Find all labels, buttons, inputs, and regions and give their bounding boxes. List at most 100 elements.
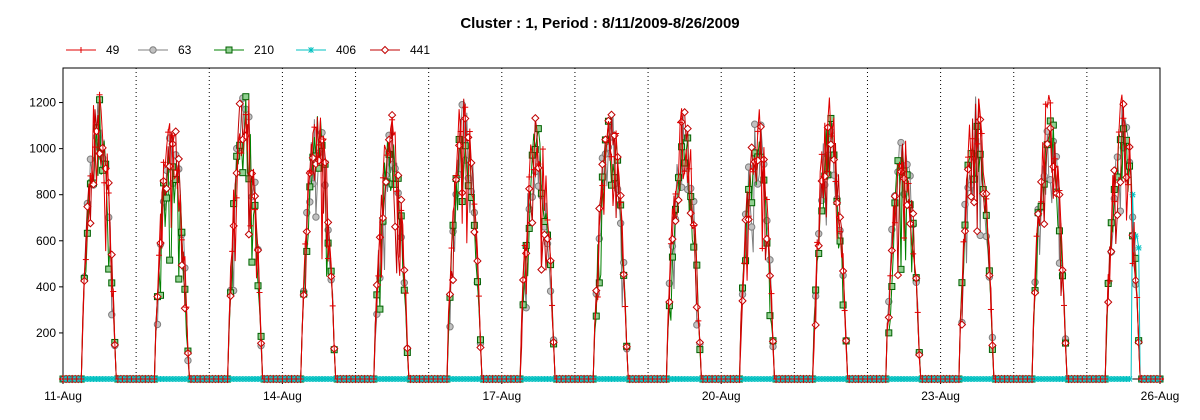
marker-circle [747, 223, 756, 231]
marker-diamond [171, 127, 180, 136]
marker-diamond [692, 303, 702, 312]
marker-plus [229, 248, 236, 255]
marker-square [815, 249, 823, 257]
marker-plus [242, 111, 249, 118]
marker-plus [530, 166, 537, 173]
marker-plus [549, 302, 556, 309]
y-tick-label: 400 [36, 280, 56, 294]
marker-plus [238, 150, 245, 157]
marker-circle [149, 46, 157, 54]
series-markers-406 [60, 191, 1163, 382]
marker-diamond [381, 177, 391, 187]
marker-plus [87, 172, 94, 179]
chart-title: Cluster : 1, Period : 8/11/2009-8/26/200… [460, 15, 739, 32]
marker-square [236, 141, 244, 149]
marker-square [175, 275, 183, 283]
marker-square [531, 146, 539, 154]
marker-plus [457, 128, 464, 135]
marker-plus [169, 132, 176, 139]
marker-plus [1033, 233, 1040, 240]
marker-plus [1157, 376, 1163, 382]
y-tick-label: 1200 [29, 96, 56, 110]
marker-diamond [985, 271, 994, 280]
legend: 49 63 210 406 441 [66, 43, 430, 57]
marker-square [818, 207, 826, 215]
marker-plus [974, 140, 981, 147]
marker-diamond [244, 230, 254, 239]
marker-plus [983, 195, 990, 202]
marker-plus [1115, 129, 1122, 136]
marker-plus [105, 190, 112, 197]
marker-circle [754, 180, 762, 188]
series-markers-49 [60, 91, 1163, 382]
marker-square [163, 194, 171, 202]
marker-plus [466, 128, 473, 135]
marker-plus [1056, 187, 1063, 194]
marker-plus [1134, 294, 1141, 301]
marker-plus [987, 306, 994, 313]
legend-item-49: 49 [66, 43, 120, 57]
marker-plus [155, 252, 162, 259]
marker-plus [475, 293, 482, 300]
marker-square [888, 283, 896, 291]
marker-plus [320, 136, 327, 143]
marker-plus [841, 307, 848, 314]
marker-plus [297, 376, 304, 382]
marker-plus [891, 219, 898, 226]
marker-diamond [378, 213, 388, 223]
marker-plus [1029, 376, 1036, 382]
marker-diamond [232, 168, 241, 178]
marker-square [306, 183, 314, 191]
marker-square [982, 211, 990, 219]
marker-plus [763, 196, 770, 203]
marker-plus [443, 376, 450, 382]
legend-item-210: 210 [214, 43, 274, 57]
marker-square [687, 193, 695, 201]
marker-plus [1125, 181, 1132, 188]
marker-plus [818, 151, 825, 158]
marker-plus [82, 256, 89, 263]
marker-plus [590, 376, 597, 382]
marker-square [976, 150, 984, 158]
marker-plus [379, 174, 386, 181]
marker-diamond [607, 110, 616, 119]
marker-plus [905, 180, 912, 187]
marker-square [525, 224, 533, 232]
marker-diamond [671, 216, 680, 226]
marker-diamond [1116, 178, 1125, 187]
marker-star [1135, 244, 1142, 251]
marker-diamond [323, 218, 333, 227]
marker-diamond [308, 153, 318, 163]
marker-square [1126, 162, 1134, 170]
marker-plus [544, 216, 551, 223]
marker-plus [178, 236, 185, 243]
marker-diamond [537, 265, 546, 274]
marker-plus [471, 201, 478, 208]
marker-plus [160, 159, 167, 166]
marker-plus [695, 317, 702, 324]
marker-square [225, 46, 233, 54]
marker-square [668, 253, 676, 261]
marker-diamond [972, 226, 982, 236]
marker-circle [153, 320, 162, 329]
marker-plus [247, 222, 254, 229]
marker-plus [960, 238, 967, 245]
marker-diamond [1113, 210, 1122, 220]
marker-diamond [966, 192, 976, 201]
marker-plus [311, 124, 318, 131]
y-tick-label: 200 [36, 326, 56, 340]
marker-plus [978, 130, 985, 137]
legend-label: 49 [106, 43, 120, 57]
x-tick-label: 11-Aug [44, 389, 82, 403]
marker-plus [370, 376, 377, 382]
marker-plus [151, 376, 158, 382]
marker-plus [1129, 260, 1136, 267]
marker-diamond [829, 155, 839, 164]
legend-label: 210 [254, 43, 274, 57]
marker-square [254, 282, 262, 290]
marker-square [595, 279, 603, 287]
marker-diamond [531, 113, 540, 123]
marker-diamond [384, 135, 394, 144]
marker-plus [448, 245, 455, 252]
marker-plus [768, 290, 775, 297]
